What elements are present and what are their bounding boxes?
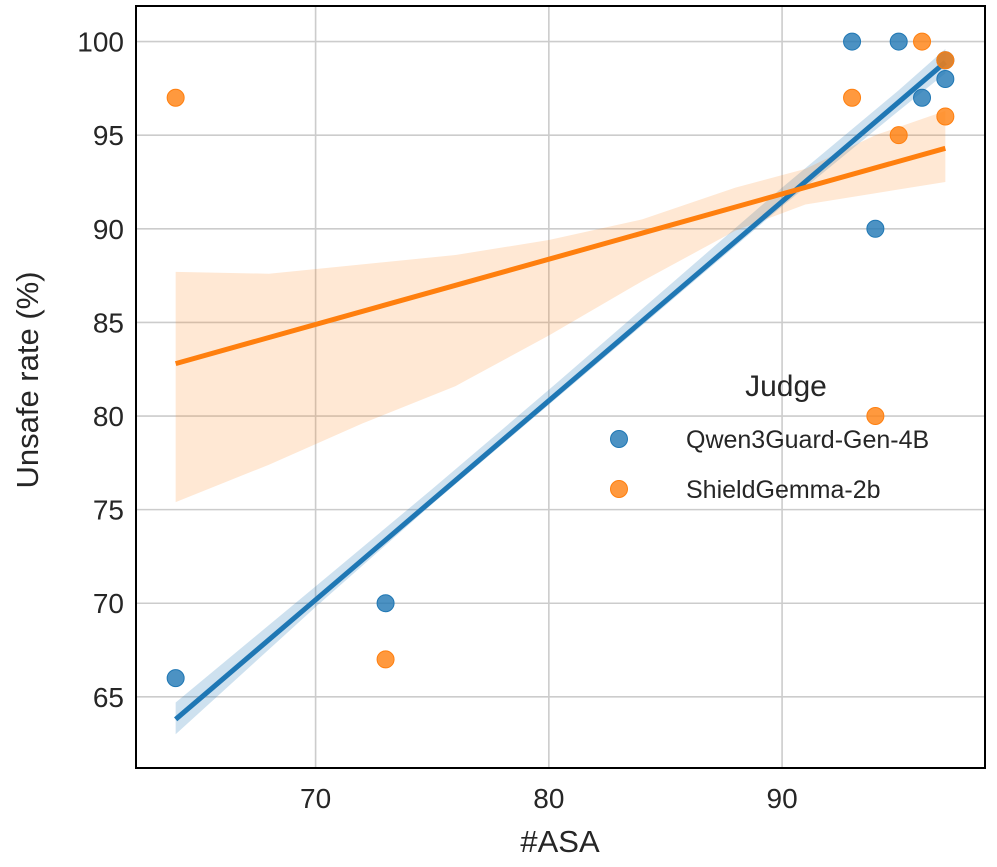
point-qwen3guard-gen-4b-0 bbox=[166, 669, 185, 688]
y-tick-label-85: 85 bbox=[93, 307, 124, 338]
y-tick-label-65: 65 bbox=[93, 682, 124, 713]
point-qwen3guard-gen-4b-4 bbox=[866, 219, 885, 238]
y-tick-labels: 65 70 75 80 85 90 95 100 bbox=[77, 27, 124, 713]
legend: Judge Qwen3Guard-Gen-4B ShieldGemma-2b bbox=[610, 370, 929, 504]
x-tick-labels: 70 80 90 bbox=[300, 783, 798, 814]
y-tick-label-70: 70 bbox=[93, 588, 124, 619]
point-qwen3guard-gen-4b-1 bbox=[376, 594, 395, 613]
x-tick-label-80: 80 bbox=[533, 783, 564, 814]
data-points bbox=[166, 32, 955, 688]
ci-band-shieldgemma-2b bbox=[175, 110, 946, 503]
point-shieldgemma-2b-4 bbox=[889, 126, 908, 145]
point-qwen3guard-gen-4b-7 bbox=[936, 70, 955, 89]
y-tick-label-90: 90 bbox=[93, 214, 124, 245]
regression-lines bbox=[174, 60, 947, 722]
y-tick-label-80: 80 bbox=[93, 401, 124, 432]
x-axis-label: #ASA bbox=[520, 824, 600, 859]
y-tick-label-75: 75 bbox=[93, 495, 124, 526]
regression-line-qwen3guard-gen-4b bbox=[174, 60, 947, 722]
regression-line-shieldgemma-2b bbox=[174, 145, 947, 367]
point-shieldgemma-2b-7 bbox=[936, 107, 955, 126]
legend-label-qwen3guard: Qwen3Guard-Gen-4B bbox=[686, 426, 929, 454]
y-tick-label-100: 100 bbox=[77, 27, 124, 58]
point-qwen3guard-gen-4b-5 bbox=[913, 88, 932, 107]
legend-label-shieldgemma: ShieldGemma-2b bbox=[686, 476, 881, 504]
x-tick-label-90: 90 bbox=[767, 783, 798, 814]
legend-marker-shieldgemma bbox=[610, 480, 628, 498]
plot-frame bbox=[135, 5, 986, 769]
y-axis-label: Unsafe rate (%) bbox=[10, 271, 45, 488]
point-shieldgemma-2b-0 bbox=[166, 88, 185, 107]
point-shieldgemma-2b-6 bbox=[936, 51, 955, 70]
legend-title: Judge bbox=[745, 370, 827, 403]
grid-lines bbox=[136, 6, 985, 768]
point-shieldgemma-2b-5 bbox=[913, 32, 932, 51]
x-tick-label-70: 70 bbox=[300, 783, 331, 814]
point-shieldgemma-2b-2 bbox=[843, 88, 862, 107]
point-qwen3guard-gen-4b-3 bbox=[889, 32, 908, 51]
point-qwen3guard-gen-4b-2 bbox=[843, 32, 862, 51]
point-shieldgemma-2b-3 bbox=[866, 407, 885, 426]
y-tick-label-95: 95 bbox=[93, 120, 124, 151]
point-shieldgemma-2b-1 bbox=[376, 650, 395, 669]
legend-marker-qwen3guard bbox=[610, 430, 628, 448]
